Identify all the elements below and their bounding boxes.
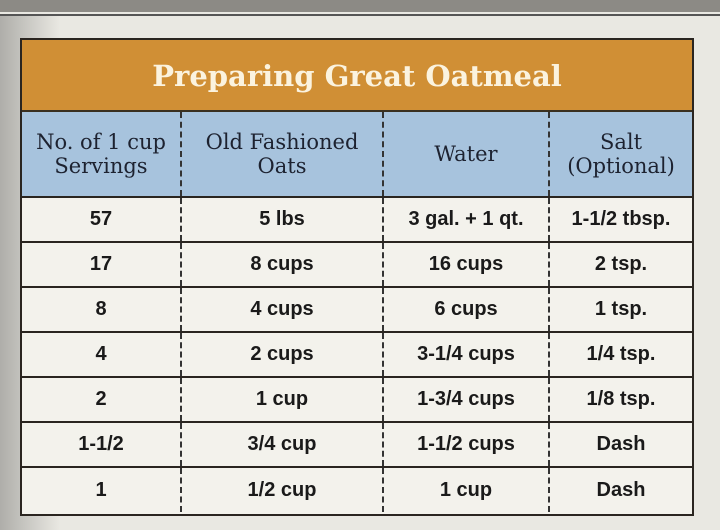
divider (0, 14, 720, 16)
cell-water: 3 gal. + 1 qt. (384, 198, 550, 241)
cell-servings: 17 (22, 243, 182, 286)
cell-salt: 1/8 tsp. (586, 388, 656, 410)
cell-salt: 1-1/2 tbsp. (571, 208, 671, 230)
cell-oats: 4 cups (182, 288, 384, 331)
cell-water: 1 cup (384, 468, 550, 512)
cell-oats: 3/4 cup (182, 423, 384, 466)
header-water: Water (384, 112, 550, 196)
cell-servings: 4 (22, 333, 182, 376)
cell-salt: Dash (596, 478, 646, 501)
header-oats: Old Fashioned Oats (182, 112, 384, 196)
header-row: No. of 1 cup Servings Old Fashioned Oats… (22, 112, 692, 198)
cell-salt: 1 tsp. (594, 298, 648, 320)
header-servings: No. of 1 cup Servings (22, 112, 182, 196)
cell-oats: 2 cups (182, 333, 384, 376)
background-strip (0, 0, 720, 12)
table-row: 17 8 cups 16 cups 2 tsp. (22, 243, 692, 288)
cell-salt: Dash (596, 433, 646, 455)
cell-oats: 1 cup (182, 378, 384, 421)
cell-oats: 5 lbs (182, 198, 384, 241)
cell-servings: 2 (22, 378, 182, 421)
cell-servings: 1-1/2 (22, 423, 182, 466)
table-title: Preparing Great Oatmeal (22, 40, 692, 112)
cell-servings: 8 (22, 288, 182, 331)
header-salt: Salt (Optional) (567, 130, 675, 178)
cell-oats: 8 cups (182, 243, 384, 286)
cell-servings: 1 (22, 468, 182, 512)
table-row: 1-1/2 3/4 cup 1-1/2 cups Dash (22, 423, 692, 468)
oatmeal-table: Preparing Great Oatmeal No. of 1 cup Ser… (20, 38, 694, 516)
cell-water: 1-3/4 cups (384, 378, 550, 421)
cell-water: 16 cups (384, 243, 550, 286)
cell-salt: 2 tsp. (594, 253, 648, 275)
cell-water: 3-1/4 cups (384, 333, 550, 376)
table-row: 1 1/2 cup 1 cup Dash (22, 468, 692, 512)
cell-water: 1-1/2 cups (384, 423, 550, 466)
cell-water: 6 cups (384, 288, 550, 331)
cell-salt: 1/4 tsp. (586, 343, 656, 365)
table-row: 57 5 lbs 3 gal. + 1 qt. 1-1/2 tbsp. (22, 198, 692, 243)
cell-servings: 57 (22, 198, 182, 241)
cell-oats: 1/2 cup (182, 468, 384, 512)
